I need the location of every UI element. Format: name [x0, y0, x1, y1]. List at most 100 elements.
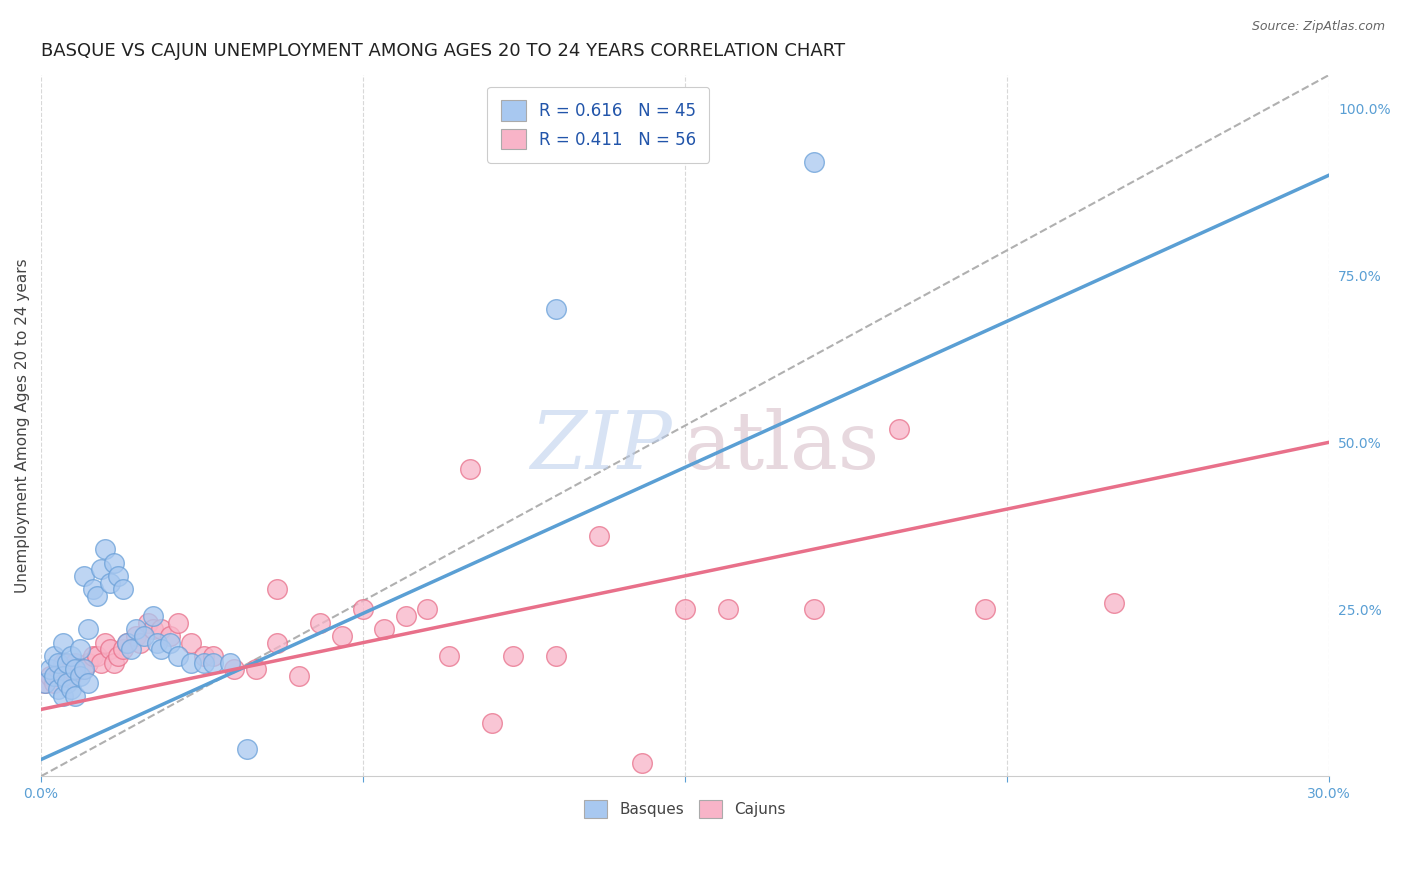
- Point: [717, 602, 740, 616]
- Point: [73, 569, 96, 583]
- Point: [98, 642, 121, 657]
- Point: [52, 669, 75, 683]
- Point: [803, 155, 825, 169]
- Point: [103, 656, 125, 670]
- Point: [201, 656, 224, 670]
- Point: [395, 609, 418, 624]
- Point: [103, 556, 125, 570]
- Point: [94, 542, 117, 557]
- Point: [115, 635, 138, 649]
- Point: [46, 682, 69, 697]
- Point: [60, 648, 83, 663]
- Point: [38, 669, 60, 683]
- Point: [193, 648, 215, 663]
- Point: [588, 529, 610, 543]
- Point: [107, 648, 129, 663]
- Point: [52, 669, 75, 683]
- Point: [266, 635, 288, 649]
- Point: [142, 609, 165, 624]
- Point: [69, 662, 91, 676]
- Point: [115, 635, 138, 649]
- Point: [142, 622, 165, 636]
- Point: [159, 635, 181, 649]
- Point: [309, 615, 332, 630]
- Point: [86, 648, 108, 663]
- Point: [631, 756, 654, 770]
- Y-axis label: Unemployment Among Ages 20 to 24 years: Unemployment Among Ages 20 to 24 years: [15, 259, 30, 593]
- Point: [546, 648, 568, 663]
- Point: [167, 615, 190, 630]
- Point: [481, 715, 503, 730]
- Point: [111, 642, 134, 657]
- Point: [42, 675, 65, 690]
- Point: [352, 602, 374, 616]
- Point: [42, 648, 65, 663]
- Point: [287, 669, 309, 683]
- Point: [60, 682, 83, 697]
- Point: [77, 675, 100, 690]
- Legend: Basques, Cajuns: Basques, Cajuns: [578, 794, 792, 824]
- Point: [42, 669, 65, 683]
- Point: [94, 635, 117, 649]
- Point: [69, 642, 91, 657]
- Point: [46, 669, 69, 683]
- Point: [128, 635, 150, 649]
- Point: [974, 602, 997, 616]
- Point: [224, 662, 246, 676]
- Point: [73, 662, 96, 676]
- Point: [56, 662, 79, 676]
- Point: [65, 689, 87, 703]
- Point: [60, 662, 83, 676]
- Point: [458, 462, 481, 476]
- Point: [150, 622, 173, 636]
- Point: [65, 662, 87, 676]
- Point: [373, 622, 395, 636]
- Text: Source: ZipAtlas.com: Source: ZipAtlas.com: [1251, 20, 1385, 33]
- Point: [124, 622, 146, 636]
- Point: [82, 648, 104, 663]
- Text: BASQUE VS CAJUN UNEMPLOYMENT AMONG AGES 20 TO 24 YEARS CORRELATION CHART: BASQUE VS CAJUN UNEMPLOYMENT AMONG AGES …: [41, 42, 845, 60]
- Point: [201, 648, 224, 663]
- Point: [266, 582, 288, 597]
- Text: atlas: atlas: [683, 408, 879, 486]
- Point: [73, 662, 96, 676]
- Point: [65, 656, 87, 670]
- Point: [120, 642, 142, 657]
- Point: [90, 656, 112, 670]
- Point: [330, 629, 353, 643]
- Point: [1102, 596, 1125, 610]
- Point: [889, 422, 911, 436]
- Point: [69, 669, 91, 683]
- Point: [159, 629, 181, 643]
- Point: [82, 582, 104, 597]
- Point: [86, 589, 108, 603]
- Point: [416, 602, 439, 616]
- Point: [673, 602, 696, 616]
- Point: [90, 562, 112, 576]
- Point: [111, 582, 134, 597]
- Point: [180, 656, 202, 670]
- Text: ZIP: ZIP: [530, 408, 672, 485]
- Point: [77, 622, 100, 636]
- Point: [193, 656, 215, 670]
- Point: [56, 656, 79, 670]
- Point: [180, 635, 202, 649]
- Point: [46, 656, 69, 670]
- Point: [52, 689, 75, 703]
- Point: [437, 648, 460, 663]
- Point: [803, 602, 825, 616]
- Point: [34, 675, 56, 690]
- Point: [77, 656, 100, 670]
- Point: [502, 648, 524, 663]
- Point: [38, 662, 60, 676]
- Point: [150, 642, 173, 657]
- Point: [167, 648, 190, 663]
- Point: [138, 615, 160, 630]
- Point: [236, 742, 259, 756]
- Point: [98, 575, 121, 590]
- Point: [56, 675, 79, 690]
- Point: [107, 569, 129, 583]
- Point: [34, 675, 56, 690]
- Point: [546, 301, 568, 316]
- Point: [219, 656, 242, 670]
